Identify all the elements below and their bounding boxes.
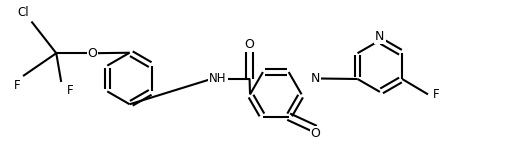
Text: O: O [244, 38, 255, 51]
Text: N: N [311, 72, 320, 85]
Text: NH: NH [209, 72, 227, 85]
Text: F: F [14, 78, 21, 92]
Text: N: N [375, 30, 385, 43]
Text: Cl: Cl [17, 6, 29, 19]
Text: N: N [311, 72, 320, 85]
Text: F: F [67, 84, 74, 97]
Text: F: F [433, 88, 440, 101]
Text: O: O [310, 127, 320, 140]
Text: O: O [88, 47, 97, 60]
